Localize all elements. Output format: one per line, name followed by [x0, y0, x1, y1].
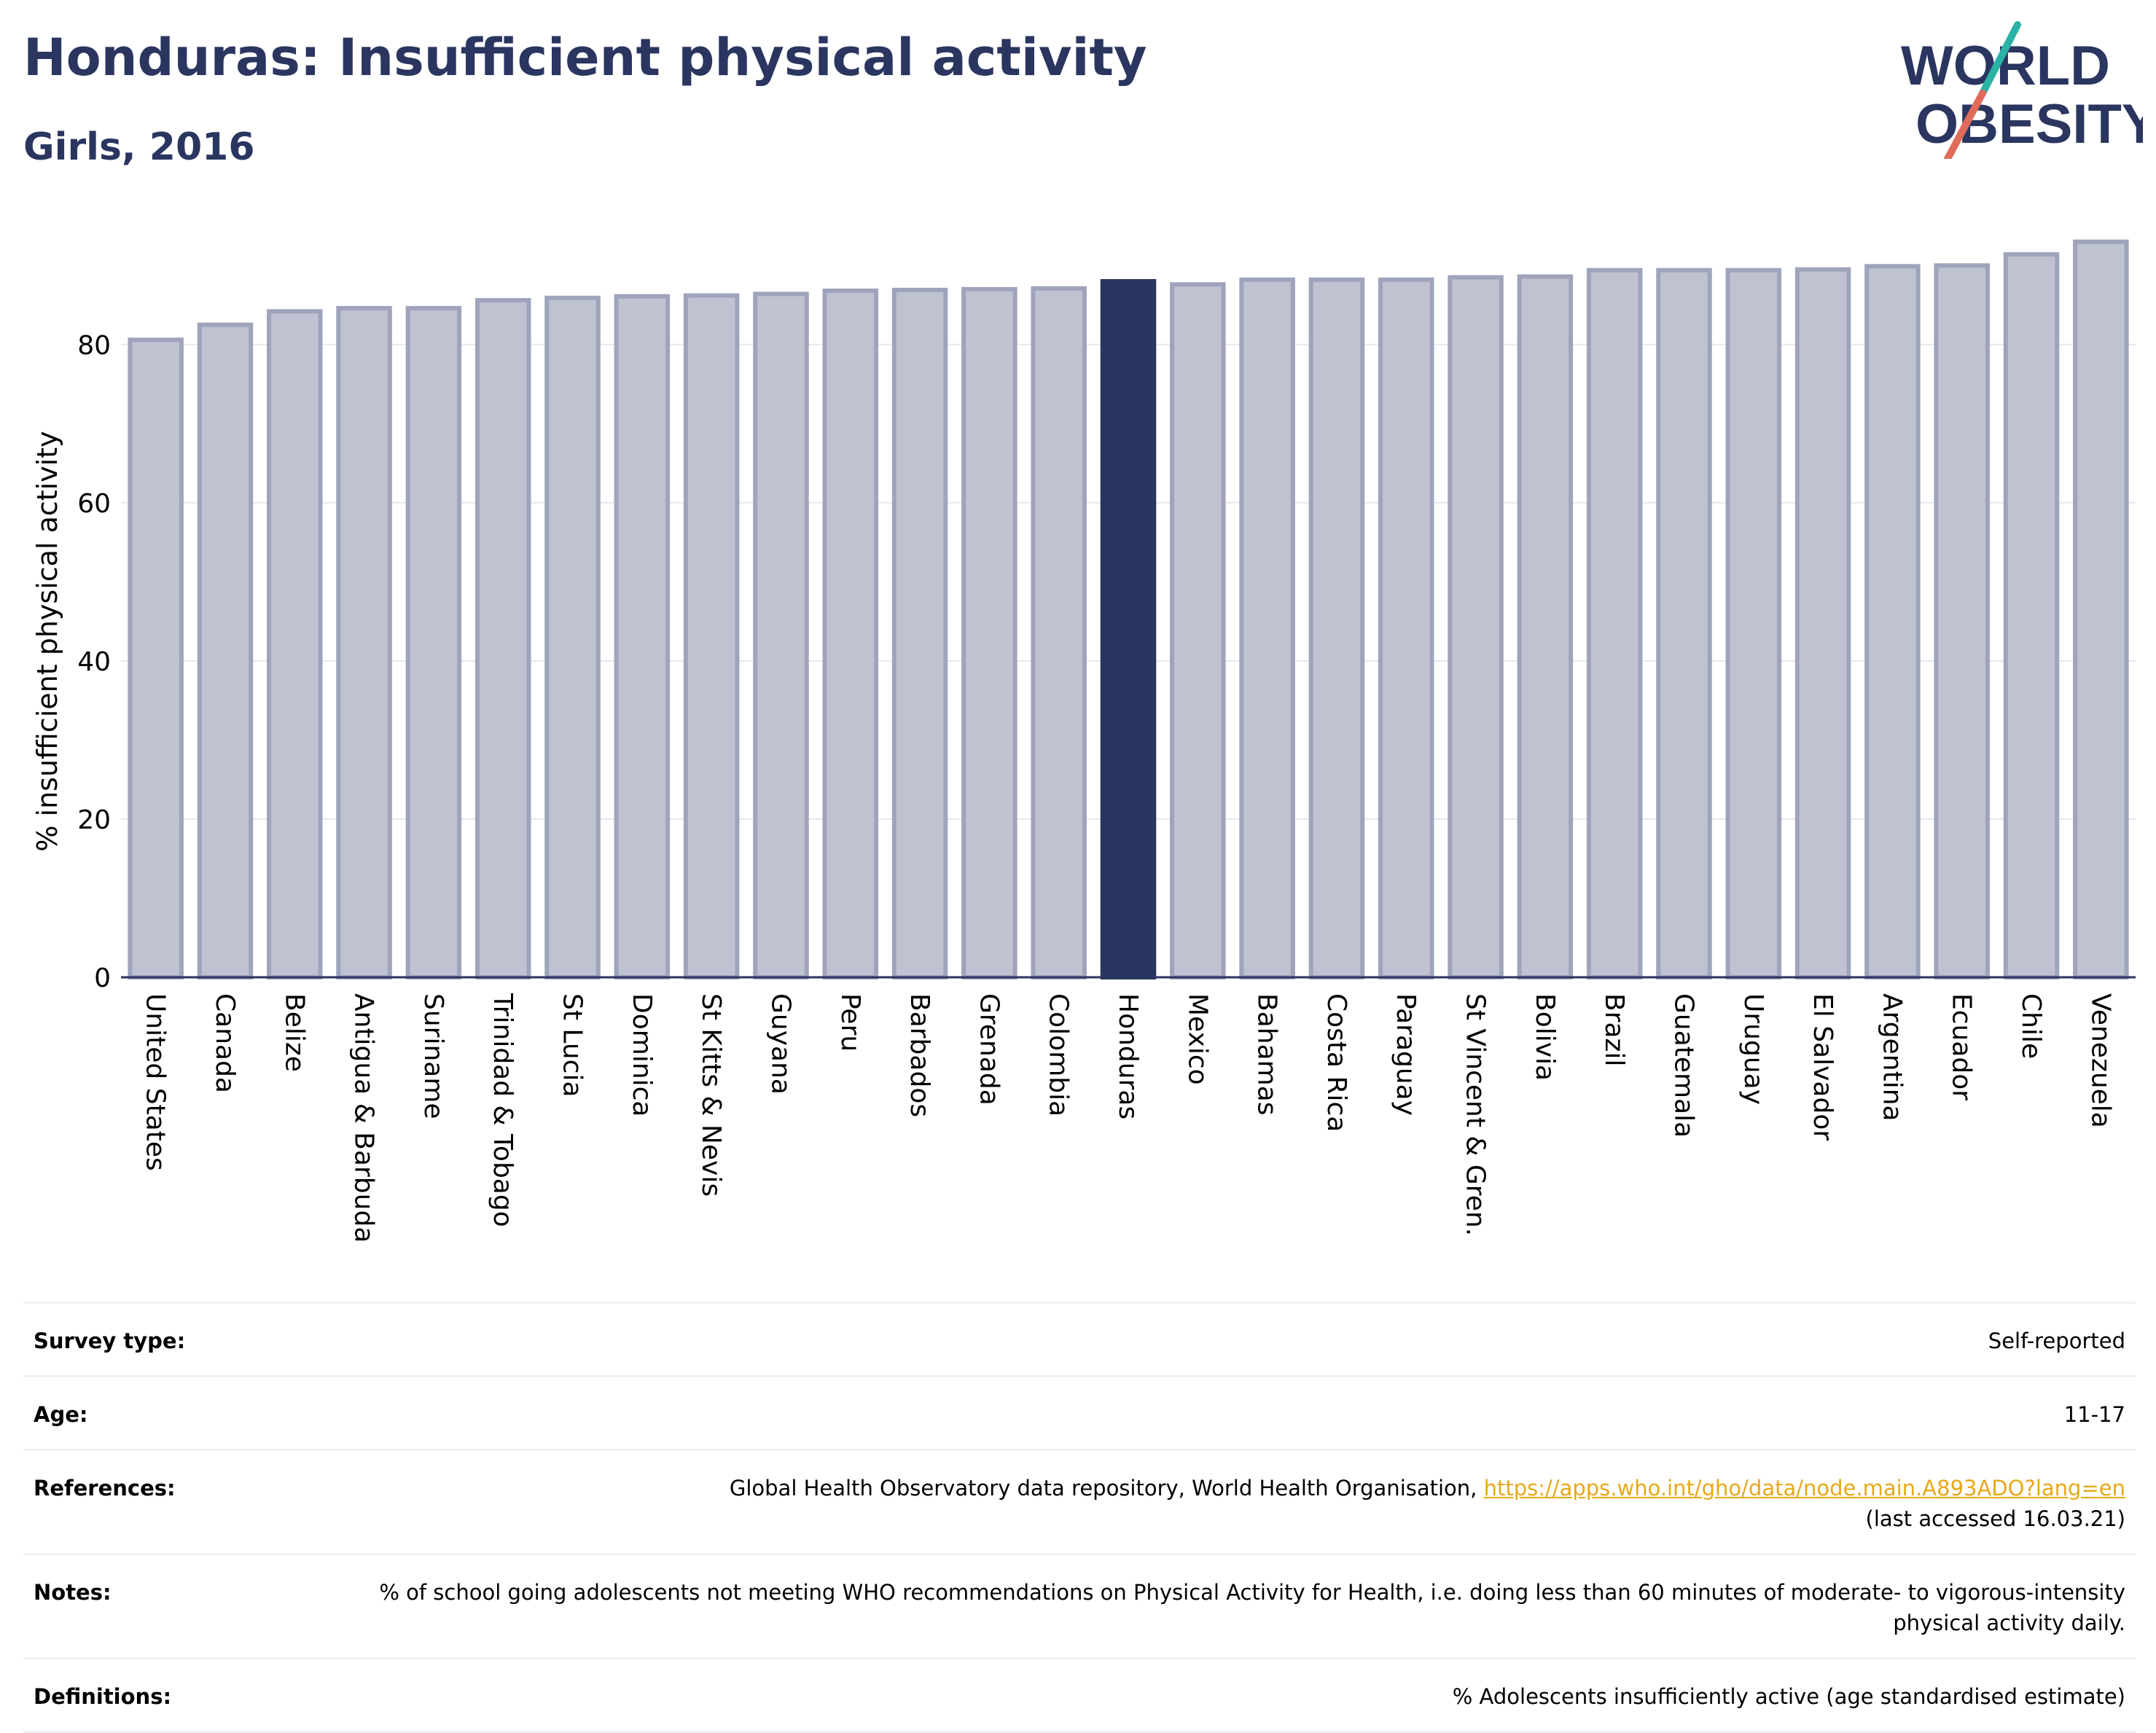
x-tick-label: Costa Rica — [1321, 993, 1351, 1132]
bars-layer — [128, 239, 2129, 980]
meta-label-references: References: — [34, 1476, 176, 1501]
bar-brazil — [1586, 267, 1643, 980]
x-tick-label: St Kitts & Nevis — [696, 993, 726, 1197]
bar-trinidad-tobago — [474, 298, 531, 980]
meta-value-age: 11-17 — [2063, 1402, 2125, 1427]
references-accessed: (last accessed 16.03.21) — [1865, 1506, 2125, 1531]
bar-mexico — [1170, 282, 1226, 980]
bar-ecuador — [1934, 263, 1990, 979]
bar-suriname — [405, 305, 462, 979]
x-tick-labels: United States Canada Belize Antigua & Barbu… — [141, 993, 2116, 1243]
bar-st-kitts-nevis — [683, 293, 740, 979]
x-tick-label: Canada — [210, 993, 240, 1093]
meta-label-notes: Notes: — [34, 1580, 112, 1605]
y-tick-label: 0 — [94, 963, 111, 993]
x-tick-label: Mexico — [1182, 993, 1212, 1085]
x-tick-label: Antigua & Barbuda — [349, 993, 379, 1243]
x-tick-label: Bahamas — [1252, 993, 1282, 1116]
references-link[interactable]: https://apps.who.int/gho/data/node.main.… — [1483, 1476, 2125, 1501]
meta-label-age: Age: — [34, 1402, 88, 1427]
references-text: Global Health Observatory data repositor… — [729, 1476, 1477, 1501]
x-tick-label: Chile — [2016, 993, 2046, 1059]
x-tick-label: Bolivia — [1530, 993, 1560, 1081]
world-obesity-logo: WORLD OBESITY — [1901, 21, 2143, 159]
bar-grenada — [961, 286, 1018, 980]
meta-value-definitions: % Adolescents insufficiently active (age… — [1452, 1684, 2125, 1709]
y-tick-label: 80 — [77, 331, 111, 361]
y-axis-label: % insufficient physical activity — [31, 431, 63, 851]
meta-value-references: Global Health Observatory data repositor… — [340, 1473, 2125, 1534]
x-tick-label: Uruguay — [1738, 993, 1768, 1105]
meta-label-definitions: Definitions: — [34, 1684, 172, 1709]
bar-canada — [197, 322, 254, 979]
meta-row-definitions: Definitions: % Adolescents insufficientl… — [23, 1657, 2136, 1733]
x-tick-label: Guyana — [765, 993, 795, 1095]
bar-st-lucia — [544, 295, 601, 979]
bar-st-vincent-gren- — [1448, 275, 1504, 979]
y-tick-label: 20 — [77, 805, 111, 835]
logo-slash-coral — [1944, 90, 1986, 159]
bar-venezuela — [2073, 239, 2129, 979]
bar-guatemala — [1656, 267, 1712, 980]
bar-dominica — [614, 294, 671, 979]
bar-uruguay — [1725, 267, 1782, 980]
y-tick-label: 60 — [77, 489, 111, 519]
logo-slash-teal — [1979, 21, 2021, 97]
bar-united-states — [128, 337, 184, 979]
x-tick-label: Peru — [835, 993, 865, 1052]
meta-value-notes: % of school going adolescents not meetin… — [379, 1580, 2125, 1635]
logo-line-obesity: OBESITY — [1915, 93, 2143, 155]
meta-row-age: Age: 11-17 — [23, 1375, 2136, 1449]
x-tick-label: El Salvador — [1808, 993, 1837, 1141]
x-tick-label: Venezuela — [2085, 993, 2115, 1128]
x-tick-label: United States — [141, 993, 171, 1171]
x-tick-label: Belize — [279, 993, 309, 1072]
bar-peru — [822, 288, 879, 979]
metadata-table: Survey type: Self-reported Age: 11-17 Re… — [23, 1302, 2136, 1733]
bar-guyana — [753, 292, 809, 979]
bar-el-salvador — [1794, 267, 1851, 980]
bar-honduras — [1100, 278, 1157, 979]
bar-costa-rica — [1308, 277, 1365, 979]
x-tick-label: St Vincent & Gren. — [1461, 993, 1491, 1236]
meta-label-survey: Survey type: — [34, 1329, 186, 1353]
bar-chart: 0 20 40 60 80 United States Canada Belize Antig… — [31, 239, 2136, 1243]
x-tick-label: Dominica — [627, 993, 657, 1117]
x-tick-label: Suriname — [418, 993, 448, 1119]
x-tick-label: Argentina — [1877, 993, 1907, 1122]
x-tick-label: Barbados — [905, 993, 934, 1117]
chart-title: Honduras: Insufficient physical activity — [23, 28, 1147, 87]
x-tick-label: Honduras — [1113, 993, 1143, 1119]
bar-barbados — [891, 287, 948, 980]
x-tick-label: Paraguay — [1391, 993, 1421, 1116]
x-tick-label: Guatemala — [1668, 993, 1698, 1138]
bar-chile — [2003, 252, 2060, 980]
x-tick-label: St Lucia — [558, 993, 587, 1098]
x-tick-label: Ecuador — [1947, 993, 1977, 1100]
bar-bolivia — [1517, 274, 1574, 979]
bar-belize — [267, 309, 323, 979]
meta-row-survey: Survey type: Self-reported — [23, 1302, 2136, 1375]
x-tick-label: Colombia — [1044, 993, 1074, 1116]
bar-colombia — [1031, 286, 1087, 980]
meta-value-survey: Self-reported — [1988, 1329, 2125, 1353]
chart-subtitle: Girls, 2016 — [23, 125, 255, 169]
x-tick-label: Grenada — [974, 993, 1004, 1106]
bar-bahamas — [1239, 277, 1295, 979]
meta-row-notes: Notes: % of school going adolescents not… — [23, 1553, 2136, 1657]
bar-antigua-barbuda — [336, 305, 392, 979]
y-tick-label: 40 — [77, 647, 111, 677]
x-tick-label: Brazil — [1599, 993, 1629, 1066]
x-tick-label: Trinidad & Tobago — [488, 993, 517, 1227]
meta-row-references: References: Global Health Observatory da… — [23, 1449, 2136, 1553]
bar-argentina — [1864, 264, 1921, 979]
bar-paraguay — [1378, 277, 1434, 979]
